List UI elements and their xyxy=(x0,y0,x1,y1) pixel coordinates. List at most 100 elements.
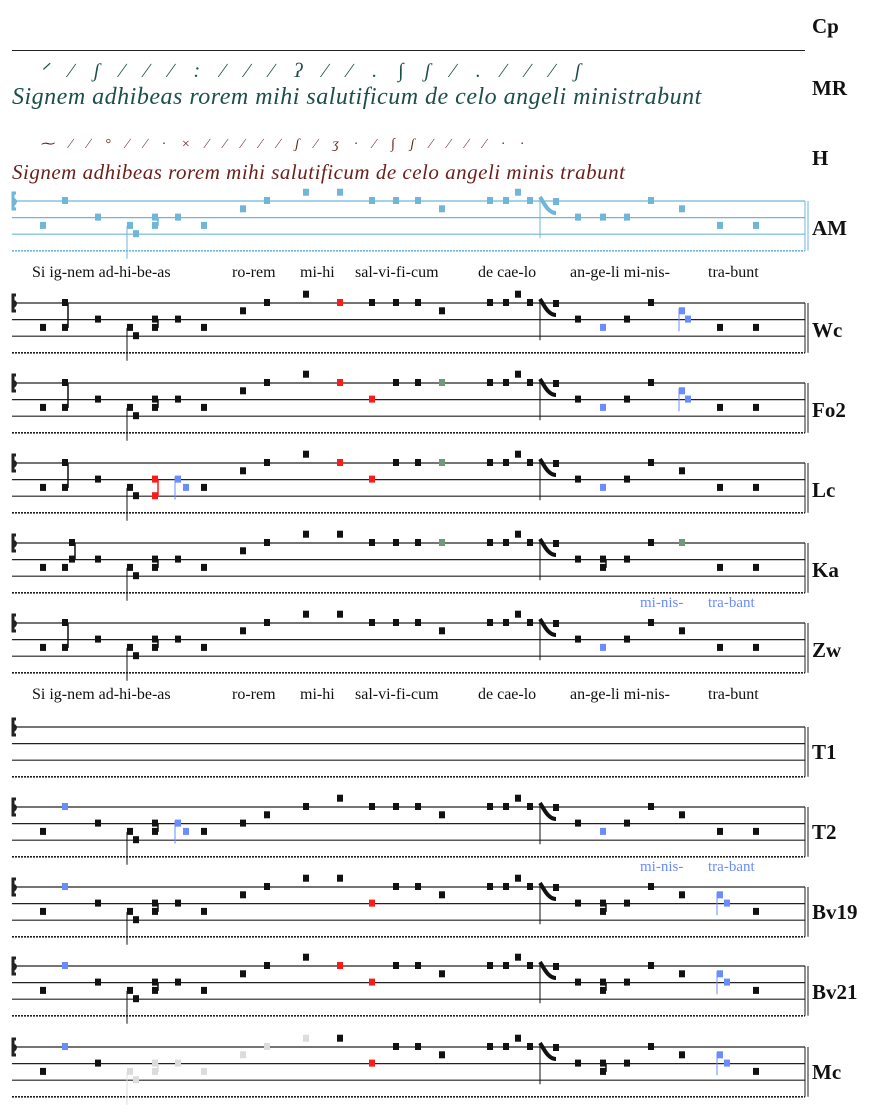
neume-note xyxy=(679,811,685,819)
neume-note xyxy=(369,803,375,810)
neume-note xyxy=(679,970,685,978)
neume-note xyxy=(240,205,246,213)
lyric-word: an-ge-li mi-nis- xyxy=(570,264,670,281)
neume-note xyxy=(337,962,343,969)
neume-note xyxy=(95,978,101,986)
neume-note xyxy=(600,1067,606,1075)
neume-note xyxy=(152,1059,158,1067)
neume-note xyxy=(303,874,309,882)
neume-note xyxy=(62,1043,68,1050)
neume-note xyxy=(648,883,654,890)
neume-note xyxy=(152,978,158,986)
neume-note xyxy=(439,891,445,899)
neume-note xyxy=(553,380,559,387)
neume-note xyxy=(95,1059,101,1067)
neume-note xyxy=(152,827,158,835)
c-clef-icon xyxy=(11,533,17,553)
neume-note xyxy=(183,483,189,491)
neume-note xyxy=(753,643,759,651)
neume-note xyxy=(753,986,759,994)
neume-note xyxy=(679,627,685,635)
neume-note xyxy=(503,883,509,890)
neume-note xyxy=(303,370,309,378)
neume-note xyxy=(553,963,559,970)
neume-note xyxy=(175,978,181,986)
variant-lyric: mi-nis- xyxy=(640,859,684,875)
neume-note xyxy=(303,803,309,810)
neume-note xyxy=(753,907,759,915)
neume-note xyxy=(439,379,445,386)
neume-note xyxy=(753,221,759,229)
neume-note xyxy=(264,379,270,386)
neume-note xyxy=(553,884,559,891)
neume-note xyxy=(201,643,207,651)
neume-note xyxy=(717,403,723,411)
neume-note xyxy=(527,962,533,969)
neume-note xyxy=(369,978,375,986)
neume-note xyxy=(62,643,68,651)
neume-note xyxy=(369,299,375,306)
neume-note xyxy=(62,803,68,810)
neume-note xyxy=(487,379,493,386)
neume-note xyxy=(133,572,139,580)
staff-label: T2 xyxy=(812,820,837,844)
neume-note xyxy=(527,299,533,306)
neume-note xyxy=(624,213,630,221)
neume-note xyxy=(152,899,158,907)
neume-note xyxy=(624,635,630,643)
porrectus-neume xyxy=(538,297,557,317)
neume-note xyxy=(152,819,158,827)
neume-note xyxy=(201,563,207,571)
neume-note xyxy=(152,213,158,221)
neume-note xyxy=(127,323,133,331)
staff-label: Bv21 xyxy=(812,980,858,1004)
neume-note xyxy=(515,450,521,458)
neume-note xyxy=(753,403,759,411)
neume-note xyxy=(240,467,246,475)
variant-lyric: mi-nis- xyxy=(640,595,684,611)
neume-note xyxy=(648,1043,654,1050)
neume-note xyxy=(133,230,139,238)
neume-note xyxy=(337,874,343,882)
neume-note xyxy=(648,459,654,466)
neume-note xyxy=(175,899,181,907)
neume-note xyxy=(127,483,133,491)
neume-note xyxy=(62,299,68,306)
neume-note xyxy=(303,953,309,961)
neume-note xyxy=(553,540,559,547)
neume-note xyxy=(648,197,654,204)
neume-note xyxy=(369,619,375,626)
staff-label: AM xyxy=(812,216,847,240)
neume-note xyxy=(369,395,375,403)
c-clef-icon xyxy=(11,191,17,211)
neume-note xyxy=(62,883,68,890)
neume-note xyxy=(503,539,509,546)
staff-label: Lc xyxy=(812,478,836,502)
neume-note xyxy=(337,530,343,538)
neume-note xyxy=(753,827,759,835)
lyric-word: sal-vi-fi-cum xyxy=(355,264,439,281)
neume-note xyxy=(575,978,581,986)
neume-note xyxy=(393,299,399,306)
neume-note xyxy=(415,619,421,626)
neume-note xyxy=(575,819,581,827)
neume-note xyxy=(175,1059,181,1067)
porrectus-neume xyxy=(538,960,557,980)
neume-note xyxy=(648,539,654,546)
neume-note xyxy=(679,387,685,395)
neume-note xyxy=(240,387,246,395)
neume-note xyxy=(393,803,399,810)
neume-note xyxy=(527,379,533,386)
neume-note xyxy=(127,221,133,229)
neume-note xyxy=(503,379,509,386)
manuscript-h-neumes: ⁓ ∕ ∕ ° ∕ ∕ · × ∕ ∕ ∕ ∕ ∕ ʃ ∕ ʒ · ∕ ∫ ʃ … xyxy=(40,137,530,152)
neume-note xyxy=(393,883,399,890)
neume-note xyxy=(133,836,139,844)
neume-note xyxy=(685,395,691,403)
neume-note xyxy=(624,819,630,827)
neume-note xyxy=(264,962,270,969)
porrectus-neume xyxy=(538,881,557,901)
neume-note xyxy=(95,819,101,827)
neume-note xyxy=(152,475,158,483)
